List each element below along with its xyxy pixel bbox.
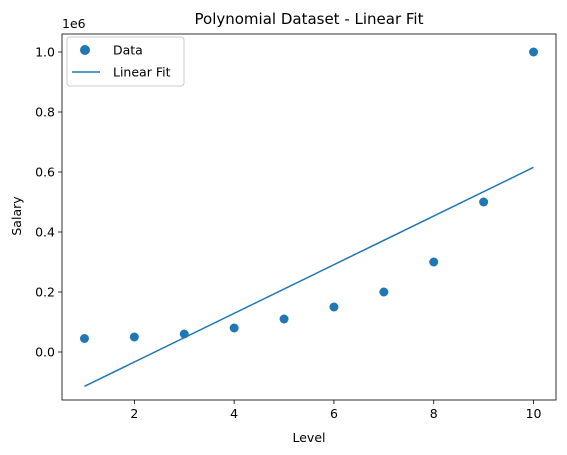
legend-box — [66, 36, 185, 87]
y-tick-label-0.4: 0.4 — [35, 225, 55, 240]
y-tick-label-1.0: 1.0 — [35, 45, 55, 60]
chart-title: Polynomial Dataset - Linear Fit — [195, 10, 424, 28]
x-tick-label-4: 4 — [230, 406, 238, 421]
data-point-8 — [429, 257, 439, 267]
data-point-4 — [229, 323, 239, 333]
x-tick-label-8: 8 — [430, 406, 438, 421]
y-tick-label-0.0: 0.0 — [35, 345, 55, 360]
x-tick-label-6: 6 — [330, 406, 338, 421]
y-axis-label: Salary — [9, 196, 24, 236]
series-line-linear-fit — [84, 166, 534, 388]
data-point-6 — [329, 302, 339, 312]
x-tick-label-10: 10 — [526, 406, 542, 421]
data-point-5 — [279, 314, 289, 324]
data-point-7 — [379, 287, 389, 297]
data-point-1 — [79, 334, 89, 343]
axes-frame — [61, 33, 557, 401]
x-axis-label: Level — [293, 430, 326, 445]
y-tick-label-0.2: 0.2 — [35, 285, 55, 300]
x-tick-label-2: 2 — [130, 406, 138, 421]
y-tick-label-0.6: 0.6 — [35, 165, 55, 180]
legend: Data Linear Fit — [66, 36, 185, 87]
legend-label-linear-fit: Linear Fit — [113, 65, 171, 80]
plot-area: 2 4 6 8 10 0.0 0.2 0.4 0.6 0.8 1.0 — [35, 33, 557, 421]
y-tick-label-0.8: 0.8 — [35, 105, 55, 120]
legend-label-data: Data — [113, 43, 143, 58]
data-point-9 — [479, 197, 489, 207]
data-point-2 — [129, 332, 139, 342]
y-offset-text: 1e6 — [62, 16, 86, 31]
legend-marker-data — [80, 45, 90, 55]
data-point-10 — [529, 47, 539, 57]
